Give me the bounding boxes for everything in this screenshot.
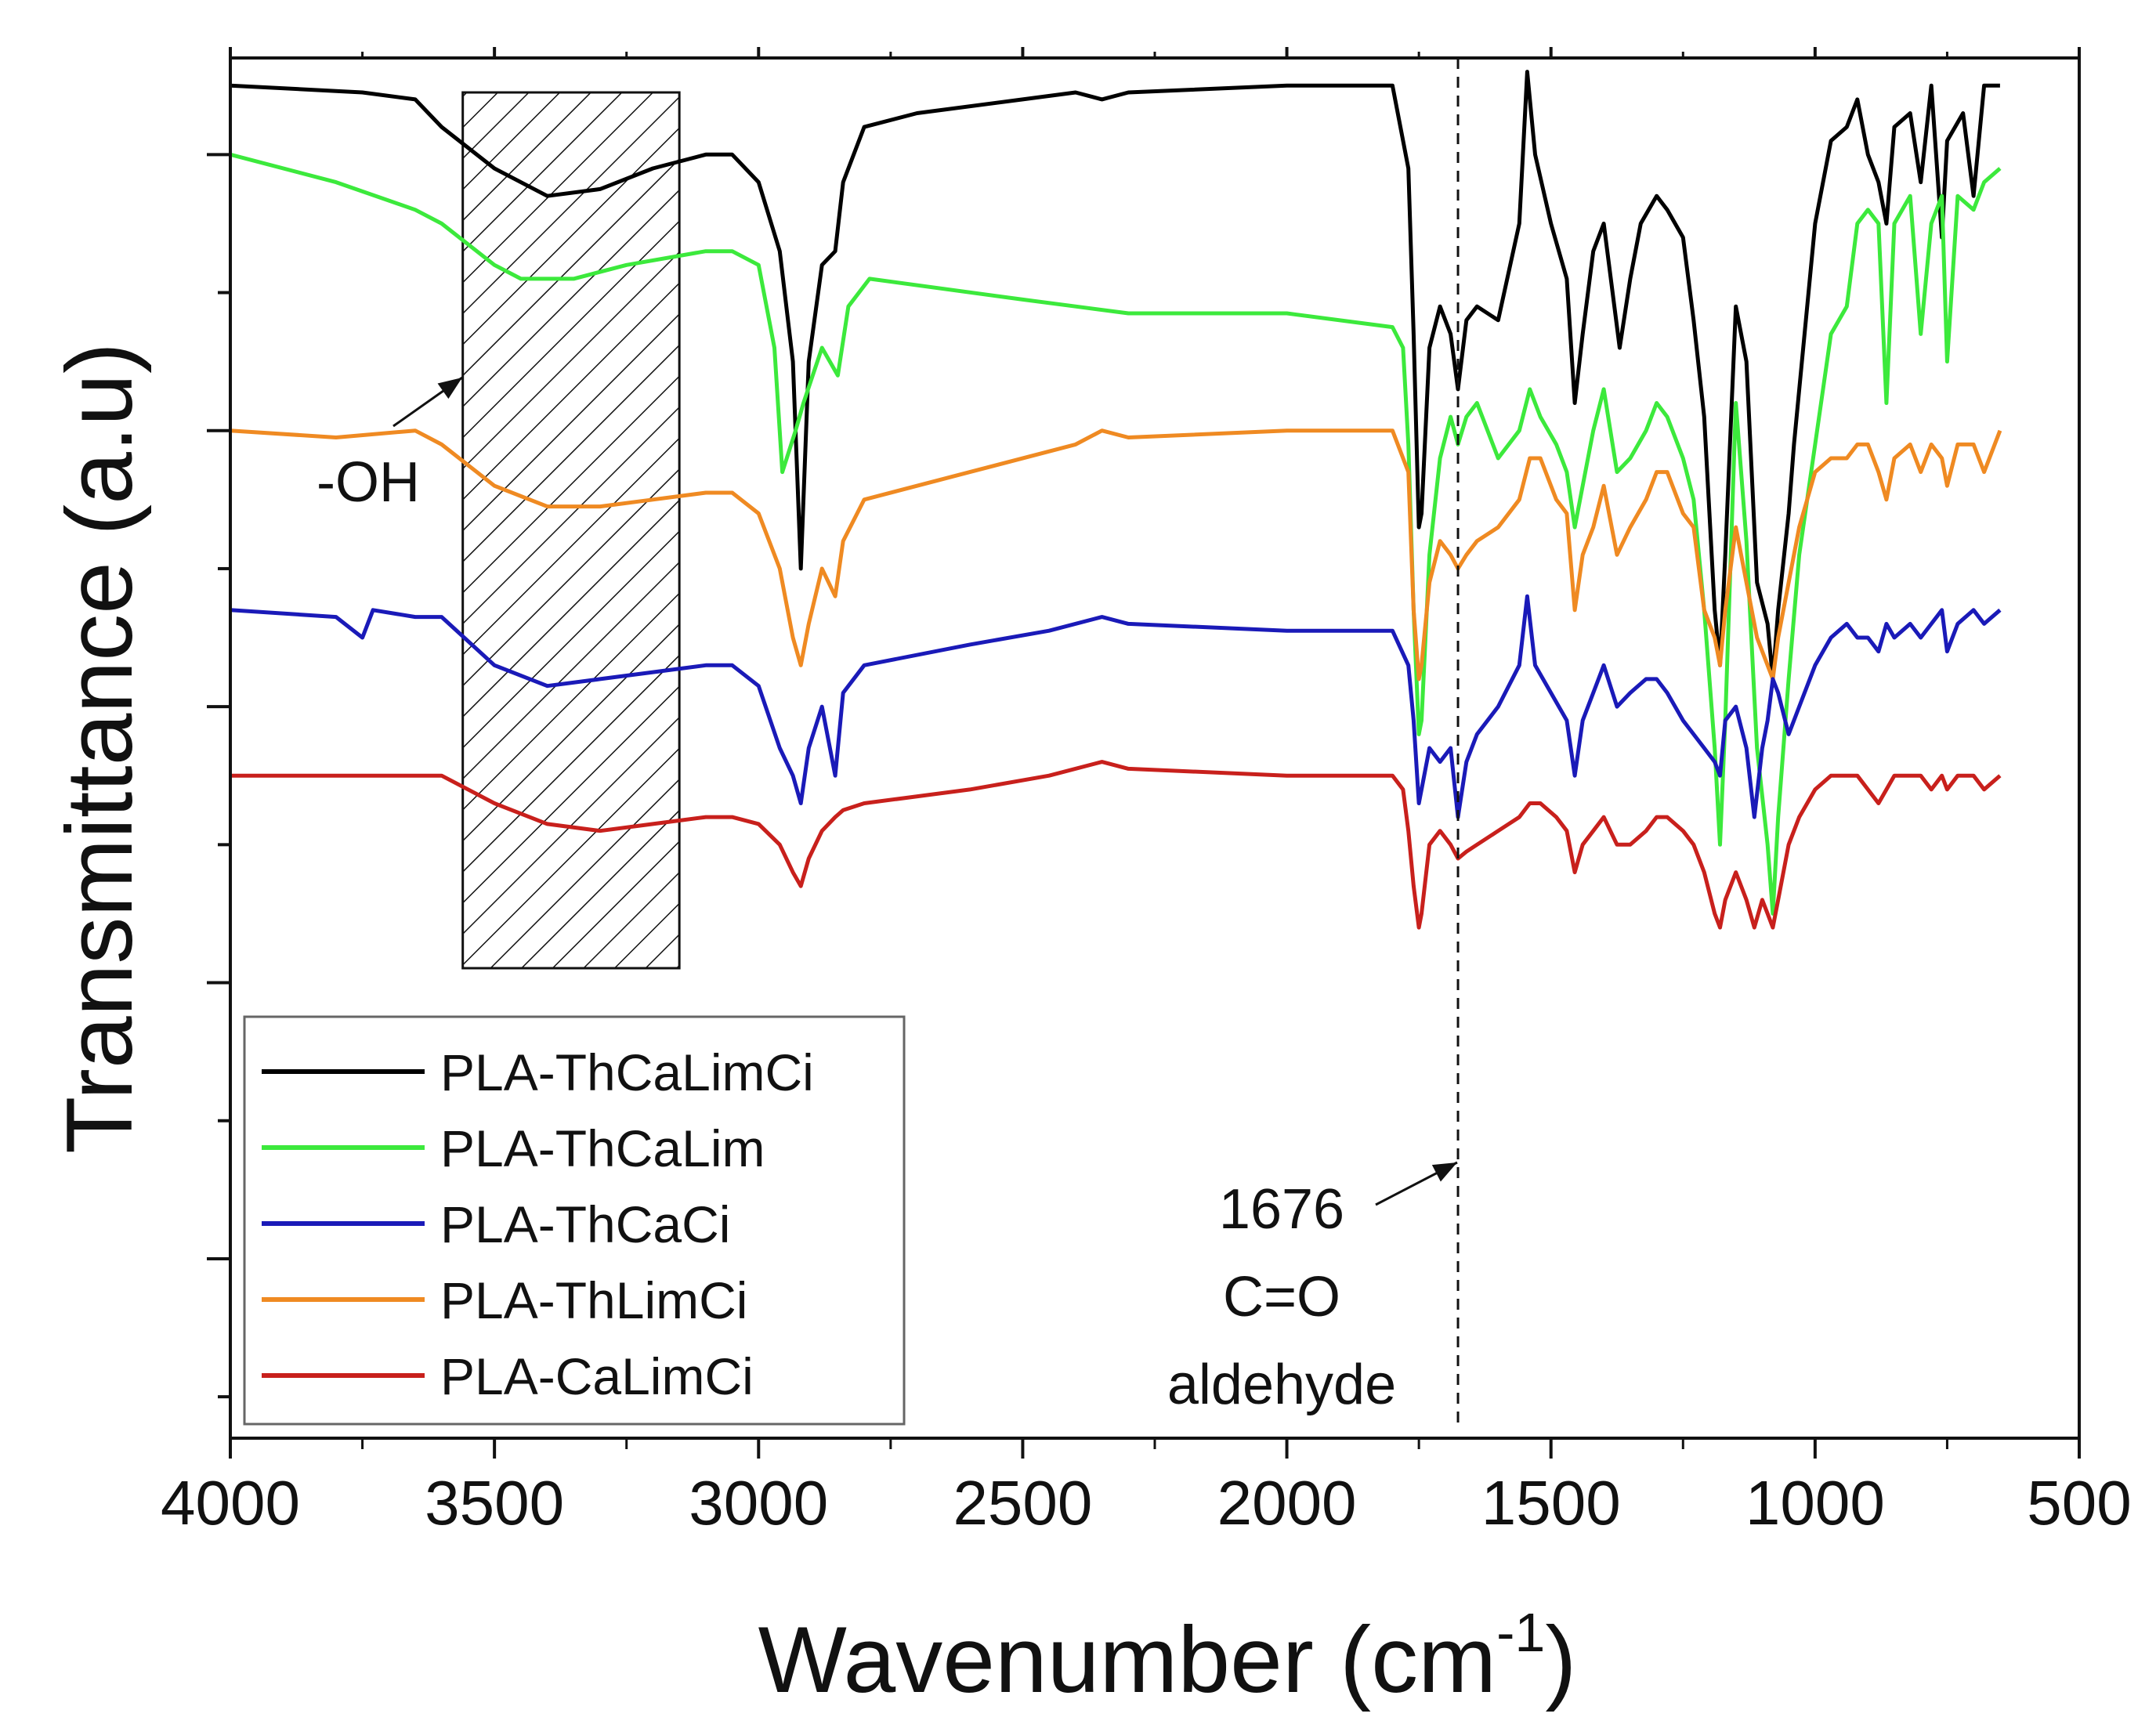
x-axis-title-close: )	[1545, 1607, 1576, 1712]
legend-label-pla-calimci: PLA-CaLimCi	[440, 1347, 754, 1405]
oh-region-hatch	[461, 91, 681, 970]
x-axis-title-superscript: -1	[1496, 1602, 1545, 1663]
series-line-pla-thlimci	[230, 428, 2002, 681]
x-axis-title-main: Wavenumber (cm	[758, 1607, 1496, 1712]
series-line-pla-calimci	[230, 760, 2002, 930]
series-line-pla-thcalimci	[230, 70, 2000, 681]
peak-number-label: 1676	[1219, 1178, 1344, 1241]
legend-label-pla-thlimci: PLA-ThLimCi	[440, 1271, 747, 1329]
x-tick-label: 2000	[1217, 1468, 1357, 1538]
x-tick-label: 1500	[1481, 1468, 1621, 1538]
legend-label-pla-thcalim: PLA-ThCaLim	[440, 1119, 765, 1177]
oh-arrow-head	[437, 378, 462, 399]
x-tick-label: 3500	[425, 1468, 564, 1538]
legend: PLA-ThCaLimCi PLA-ThCaLim PLA-ThCaCi PLA-Th…	[243, 1015, 906, 1426]
x-tick-label: 3000	[689, 1468, 828, 1538]
x-tick-label: 4000	[161, 1468, 300, 1538]
oh-label: -OH	[317, 451, 420, 514]
x-tick-label: 2500	[953, 1468, 1092, 1538]
series-line-pla-thcalim	[230, 152, 2002, 916]
legend-label-pla-thcaci: PLA-ThCaCi	[440, 1195, 730, 1253]
y-axis-title: Transmittance (a.u)	[47, 342, 152, 1154]
peak-arrow-head	[1431, 1162, 1457, 1182]
x-tick-label: 1000	[1745, 1468, 1885, 1538]
peak-type-label: aldehyde	[1167, 1354, 1396, 1416]
legend-box	[243, 1015, 906, 1426]
peak-group-label: C=O	[1223, 1266, 1340, 1329]
x-tick-label: 500	[2027, 1468, 2131, 1538]
x-axis-title: Wavenumber (cm-1)	[758, 1602, 1577, 1712]
series-line-pla-thcaci	[230, 594, 2002, 819]
legend-label-pla-thcalimci: PLA-ThCaLimCi	[440, 1043, 814, 1101]
